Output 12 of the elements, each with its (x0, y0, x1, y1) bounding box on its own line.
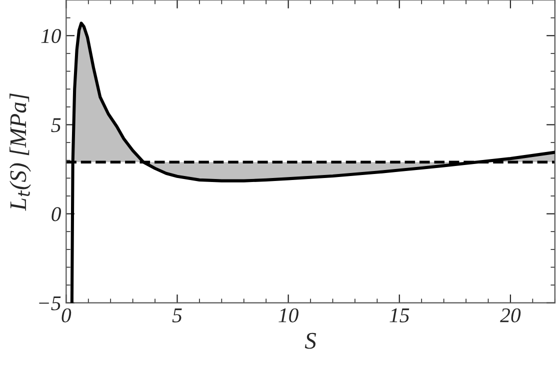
x-tick-label: 0 (62, 308, 72, 322)
line-series (70, 22, 555, 303)
y-tick-label: 10 (41, 29, 62, 44)
y-tick-label: 0 (52, 207, 62, 222)
y-axis-title: L$_{t}$(S) [MPa] (10, 93, 31, 211)
y-tick-label: 5 (51, 118, 61, 132)
x-tick-label: 20 (500, 308, 521, 322)
x-tick-label: 5 (172, 308, 182, 322)
y-tick-label: −5 (39, 296, 61, 310)
x-tick-label: 15 (390, 308, 410, 322)
x-axis-title: S (304, 332, 316, 349)
x-tick-label: 10 (278, 308, 298, 322)
